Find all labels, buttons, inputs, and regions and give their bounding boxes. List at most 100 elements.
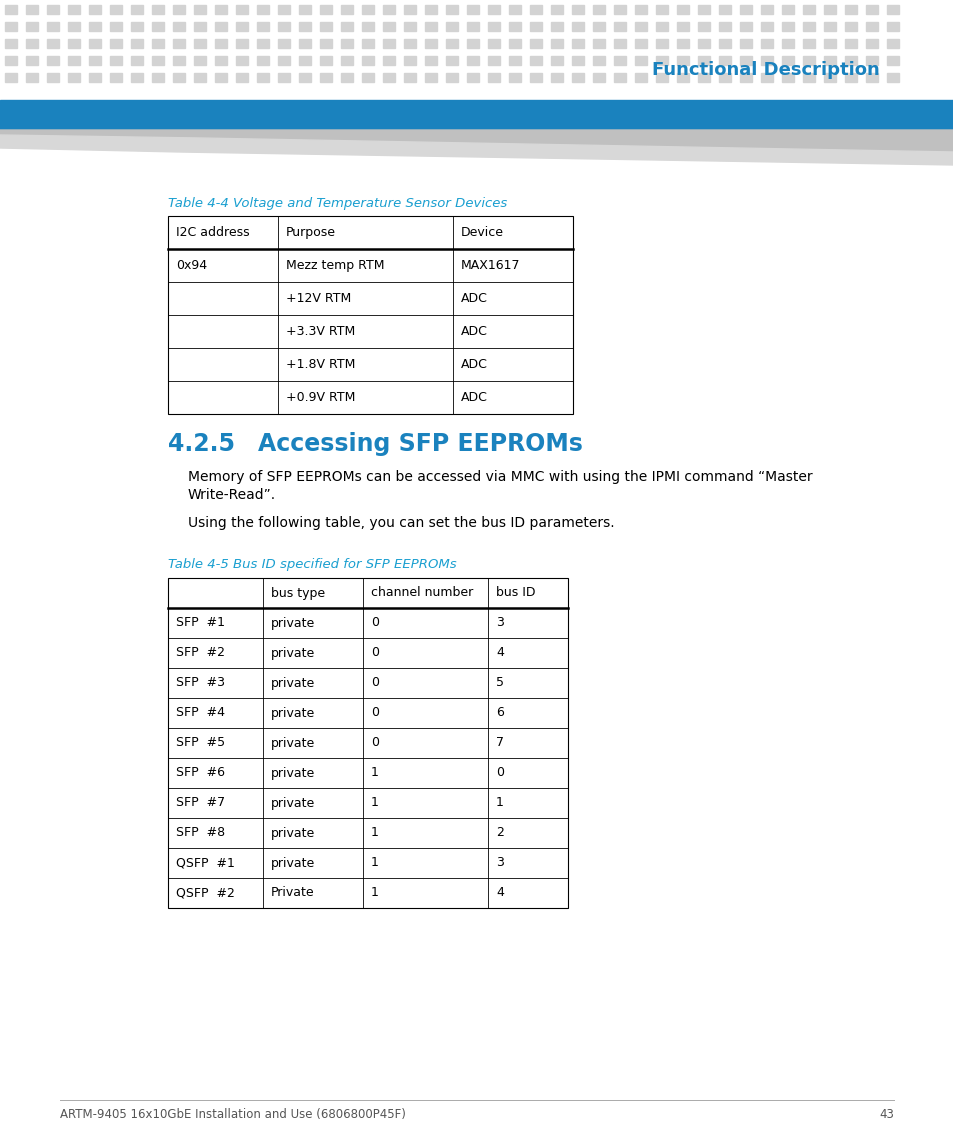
Text: channel number: channel number bbox=[371, 586, 473, 600]
Bar bbox=[235, 22, 248, 31]
Bar bbox=[68, 39, 80, 48]
Bar bbox=[719, 73, 730, 82]
Bar bbox=[298, 56, 311, 65]
Text: private: private bbox=[271, 856, 314, 869]
Bar bbox=[298, 5, 311, 14]
Bar bbox=[593, 39, 604, 48]
Bar bbox=[256, 22, 269, 31]
Bar bbox=[277, 5, 290, 14]
Bar bbox=[551, 73, 562, 82]
Bar bbox=[26, 39, 38, 48]
Bar bbox=[530, 56, 541, 65]
Bar bbox=[844, 56, 856, 65]
Bar bbox=[844, 73, 856, 82]
Text: 0: 0 bbox=[496, 766, 503, 780]
Bar bbox=[886, 56, 898, 65]
Bar bbox=[214, 56, 227, 65]
Bar bbox=[403, 22, 416, 31]
Bar bbox=[781, 5, 793, 14]
Bar bbox=[614, 5, 625, 14]
Bar bbox=[382, 5, 395, 14]
Bar bbox=[656, 56, 667, 65]
Bar bbox=[277, 73, 290, 82]
Bar bbox=[193, 56, 206, 65]
Text: 6: 6 bbox=[496, 706, 503, 719]
Bar bbox=[614, 22, 625, 31]
Text: SFP  #3: SFP #3 bbox=[175, 677, 225, 689]
Bar bbox=[467, 56, 478, 65]
Bar bbox=[614, 39, 625, 48]
Bar bbox=[193, 5, 206, 14]
Bar bbox=[340, 56, 353, 65]
Bar bbox=[865, 39, 877, 48]
Bar bbox=[844, 5, 856, 14]
Text: QSFP  #2: QSFP #2 bbox=[175, 886, 234, 900]
Bar bbox=[152, 22, 164, 31]
Bar bbox=[446, 56, 457, 65]
Text: MAX1617: MAX1617 bbox=[460, 259, 520, 273]
Bar bbox=[572, 22, 583, 31]
Bar bbox=[382, 56, 395, 65]
Bar bbox=[152, 39, 164, 48]
Bar bbox=[823, 22, 835, 31]
Bar bbox=[47, 39, 59, 48]
Text: 0: 0 bbox=[371, 706, 378, 719]
Bar bbox=[760, 39, 772, 48]
Bar bbox=[47, 56, 59, 65]
Text: 1: 1 bbox=[371, 797, 378, 810]
Bar bbox=[488, 73, 499, 82]
Bar bbox=[172, 73, 185, 82]
Bar bbox=[530, 22, 541, 31]
Text: 4: 4 bbox=[496, 886, 503, 900]
Bar bbox=[677, 73, 688, 82]
Bar bbox=[277, 22, 290, 31]
Text: 0: 0 bbox=[371, 616, 378, 630]
Bar bbox=[131, 73, 143, 82]
Text: QSFP  #1: QSFP #1 bbox=[175, 856, 234, 869]
Bar bbox=[131, 56, 143, 65]
Bar bbox=[5, 39, 17, 48]
Text: private: private bbox=[271, 827, 314, 839]
Bar bbox=[635, 5, 646, 14]
Bar bbox=[760, 22, 772, 31]
Bar bbox=[47, 22, 59, 31]
Bar bbox=[572, 39, 583, 48]
Text: Private: Private bbox=[271, 886, 314, 900]
Text: private: private bbox=[271, 677, 314, 689]
Bar bbox=[698, 39, 709, 48]
Bar bbox=[89, 5, 101, 14]
Bar bbox=[572, 5, 583, 14]
Bar bbox=[319, 22, 332, 31]
Bar bbox=[844, 22, 856, 31]
Text: Memory of SFP EEPROMs can be accessed via MMC with using the IPMI command “Maste: Memory of SFP EEPROMs can be accessed vi… bbox=[188, 469, 812, 484]
Bar bbox=[698, 73, 709, 82]
Bar bbox=[193, 22, 206, 31]
Bar bbox=[677, 22, 688, 31]
Bar bbox=[214, 39, 227, 48]
Text: Write-Read”.: Write-Read”. bbox=[188, 488, 275, 502]
Text: Accessing SFP EEPROMs: Accessing SFP EEPROMs bbox=[257, 432, 582, 456]
Bar bbox=[551, 5, 562, 14]
Bar bbox=[509, 22, 520, 31]
Bar bbox=[235, 56, 248, 65]
Bar bbox=[781, 22, 793, 31]
Bar bbox=[467, 39, 478, 48]
Text: Device: Device bbox=[460, 226, 503, 239]
Bar bbox=[551, 56, 562, 65]
Bar bbox=[530, 5, 541, 14]
Text: ADC: ADC bbox=[460, 292, 487, 305]
Bar bbox=[572, 56, 583, 65]
Bar bbox=[698, 56, 709, 65]
Text: 1: 1 bbox=[371, 827, 378, 839]
Bar bbox=[152, 73, 164, 82]
Text: 0: 0 bbox=[371, 647, 378, 660]
Text: 1: 1 bbox=[371, 886, 378, 900]
Bar bbox=[319, 56, 332, 65]
Bar bbox=[677, 56, 688, 65]
Bar bbox=[677, 39, 688, 48]
Bar bbox=[298, 22, 311, 31]
Bar bbox=[235, 5, 248, 14]
Text: private: private bbox=[271, 706, 314, 719]
Bar bbox=[172, 56, 185, 65]
Bar bbox=[298, 73, 311, 82]
